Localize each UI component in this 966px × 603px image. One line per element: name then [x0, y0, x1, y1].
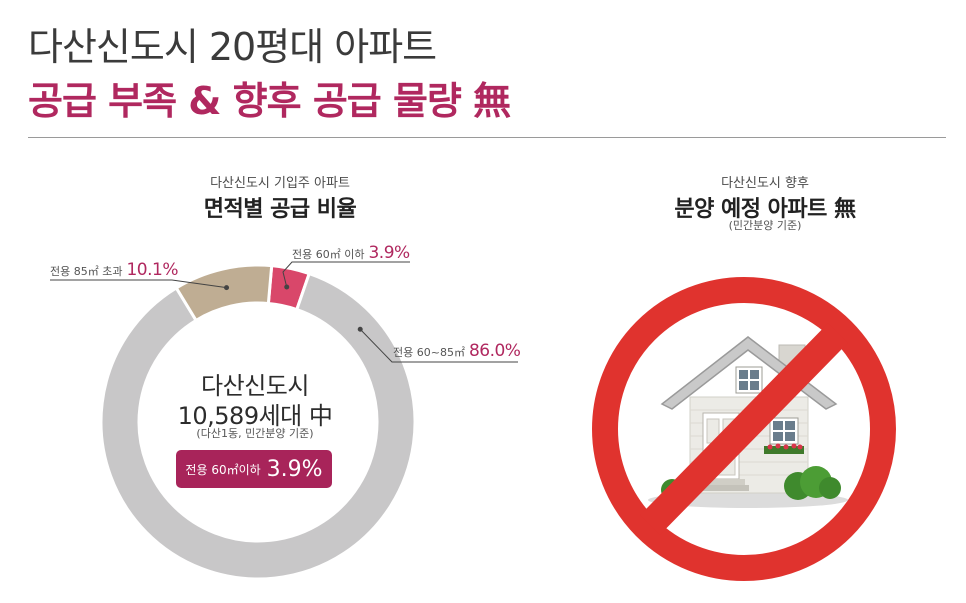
- slice-label-60-under: 전용 60㎡ 이하 3.9%: [292, 243, 410, 263]
- donut-slice-85-over: [174, 263, 274, 323]
- badge-value: 3.9%: [266, 456, 323, 482]
- slice-label-name: 전용 60㎡ 이하: [292, 248, 365, 261]
- leader-dot: [224, 285, 230, 291]
- slice-label-value: 86.0%: [468, 341, 521, 361]
- right-caption-note: (민간분양 기준): [728, 219, 802, 232]
- right-caption-title: 분양 예정 아파트 無: [674, 197, 856, 222]
- donut-center-note: (다산1동, 민간분양 기준): [196, 427, 314, 440]
- leader-dot: [357, 326, 363, 332]
- donut-center-line2: 10,589세대 中: [177, 402, 333, 430]
- slice-label-value: 3.9%: [368, 243, 410, 263]
- chart-title: 면적별 공급 비율: [203, 197, 357, 222]
- slice-label-85-over: 전용 85㎡ 초과 10.1%: [50, 260, 178, 280]
- leader-line-60-85: [359, 328, 518, 363]
- chart-caption-small: 다산신도시 기입주 아파트: [210, 176, 350, 191]
- prohibition-sign-icon: [592, 277, 896, 581]
- slice-label-name: 전용 60~85㎡: [393, 346, 465, 359]
- right-caption-small: 다산신도시 향후: [721, 176, 809, 191]
- page-subtitle: 공급 부족 & 향후 공급 물량 無: [28, 79, 511, 123]
- leader-dot: [284, 284, 290, 290]
- highlight-badge: 전용 60㎡이하 3.9%: [176, 450, 332, 488]
- leader-line-85-over: [50, 279, 227, 289]
- leader-lines: [50, 261, 518, 363]
- badge-label: 전용 60㎡이하: [185, 462, 261, 477]
- donut-slice-60-85: [99, 271, 417, 581]
- slice-label-60-85: 전용 60~85㎡ 86.0%: [393, 341, 521, 361]
- slice-label-name: 전용 85㎡ 초과: [50, 265, 123, 278]
- divider: [28, 137, 946, 138]
- page-title: 다산신도시 20평대 아파트: [28, 25, 437, 69]
- leader-line-60-under: [282, 261, 410, 288]
- slice-label-value: 10.1%: [126, 260, 178, 280]
- donut-center-line1: 다산신도시: [201, 372, 309, 400]
